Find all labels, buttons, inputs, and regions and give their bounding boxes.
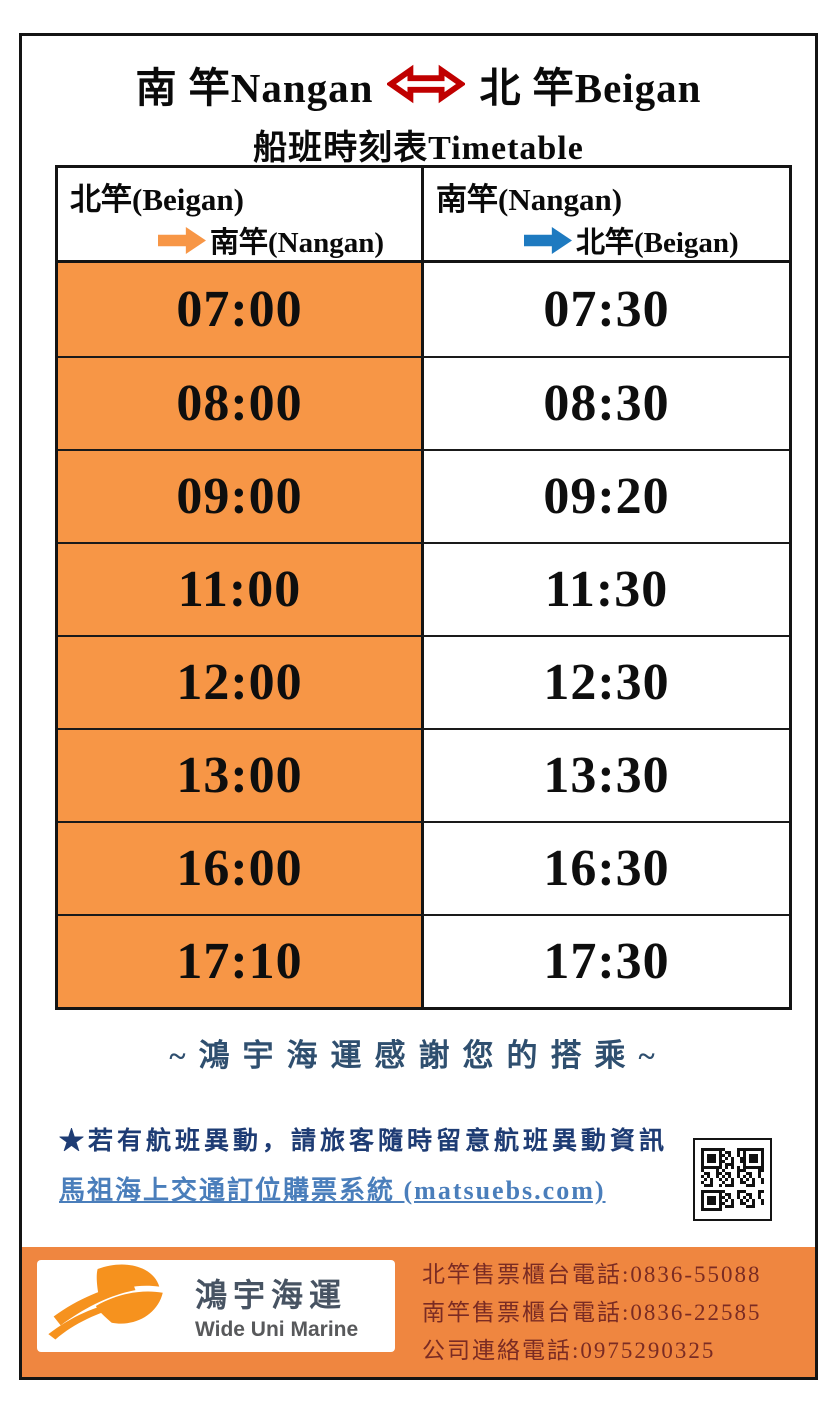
table-row: 09:00 09:20 [58,449,789,542]
table-row: 13:00 13:30 [58,728,789,821]
nangan-departure-time: 16:30 [543,840,670,897]
title-block: 南 竿Nangan 北 竿Beigan 船班時刻表Timetable [22,54,815,169]
ferry-timetable: 北竿(Beigan) 南竿(Nangan) 南竿(Nangan) 北竿(Beig… [55,165,792,1010]
route-title: 南 竿Nangan 北 竿Beigan [22,54,815,114]
nangan-departure-time: 09:20 [543,468,670,525]
double-headed-arrow-icon [386,62,467,106]
booking-system-link[interactable]: 馬祖海上交通訂位購票系統 (matsuebs.com) [59,1176,606,1205]
right-arrow-blue-icon [524,226,572,254]
table-row: 11:00 11:30 [58,542,789,635]
beigan-departure-time: 11:00 [58,544,424,635]
table-row: 17:10 17:30 [58,914,789,1007]
timetable-subtitle: 船班時刻表Timetable [253,130,584,167]
footer-strip: 鴻宇海運 Wide Uni Marine 北竿售票櫃台電話:0836-55088… [22,1247,815,1377]
contact-phones: 北竿售票櫃台電話:0836-55088 南竿售票櫃台電話:0836-22585 … [422,1256,762,1370]
notice-block: ★若有航班異動，請旅客隨時留意航班異動資訊 馬祖海上交通訂位購票系統 (mats… [59,1122,689,1207]
poster-frame: 南 竿Nangan 北 竿Beigan 船班時刻表Timetable 北竿(Be… [19,33,818,1380]
route-title-beigan: 北 竿Beigan [479,65,702,111]
company-name-zh: 鴻宇海運 [195,1277,348,1313]
beigan-departure-time: 09:00 [58,451,424,542]
company-name-block: 鴻宇海運 Wide Uni Marine [195,1270,358,1342]
header-to-nangan: 南竿(Nangan) [210,227,385,259]
table-row: 08:00 08:30 [58,356,789,449]
header-to-beigan: 北竿(Beigan) [576,227,739,259]
table-row: 07:00 07:30 [58,263,789,356]
nangan-departure-time: 07:30 [543,281,670,338]
schedule-change-warning: ★若有航班異動，請旅客隨時留意航班異動資訊 [59,1128,669,1155]
qr-code [693,1138,772,1221]
beigan-departure-time: 17:10 [58,916,424,1007]
header-nangan-to-beigan: 南竿(Nangan) 北竿(Beigan) [424,168,789,265]
company-phone: 公司連絡電話:0975290325 [422,1338,716,1363]
header-from-beigan: 北竿(Beigan) [70,182,244,217]
nangan-departure-time: 12:30 [543,654,670,711]
nangan-departure-time: 08:30 [543,375,670,432]
beigan-counter-phone: 北竿售票櫃台電話:0836-55088 [422,1262,762,1287]
route-title-nangan: 南 竿Nangan [135,65,374,111]
table-row: 16:00 16:30 [58,821,789,914]
header-from-nangan: 南竿(Nangan) [436,182,623,217]
beigan-departure-time: 07:00 [58,263,424,356]
beigan-departure-time: 08:00 [58,358,424,449]
company-logo-box: 鴻宇海運 Wide Uni Marine [37,1260,395,1352]
beigan-departure-time: 12:00 [58,637,424,728]
beigan-departure-time: 16:00 [58,823,424,914]
beigan-departure-time: 13:00 [58,730,424,821]
nangan-departure-time: 13:30 [543,747,670,804]
nangan-counter-phone: 南竿售票櫃台電話:0836-22585 [422,1300,762,1325]
header-beigan-to-nangan: 北竿(Beigan) 南竿(Nangan) [58,168,424,265]
thank-you-message: ~鴻宇海運感謝您的搭乘~ [169,1038,668,1073]
nangan-departure-time: 11:30 [544,561,669,618]
nangan-departure-time: 17:30 [543,933,670,990]
company-name-en: Wide Uni Marine [195,1318,359,1341]
timetable-header: 北竿(Beigan) 南竿(Nangan) 南竿(Nangan) 北竿(Beig… [58,168,789,265]
sail-swoosh-logo-icon [48,1264,163,1340]
right-arrow-orange-icon [158,226,206,254]
timetable-rows: 07:00 07:30 08:00 08:30 09:00 09:20 11:0… [58,263,789,1007]
table-row: 12:00 12:30 [58,635,789,728]
